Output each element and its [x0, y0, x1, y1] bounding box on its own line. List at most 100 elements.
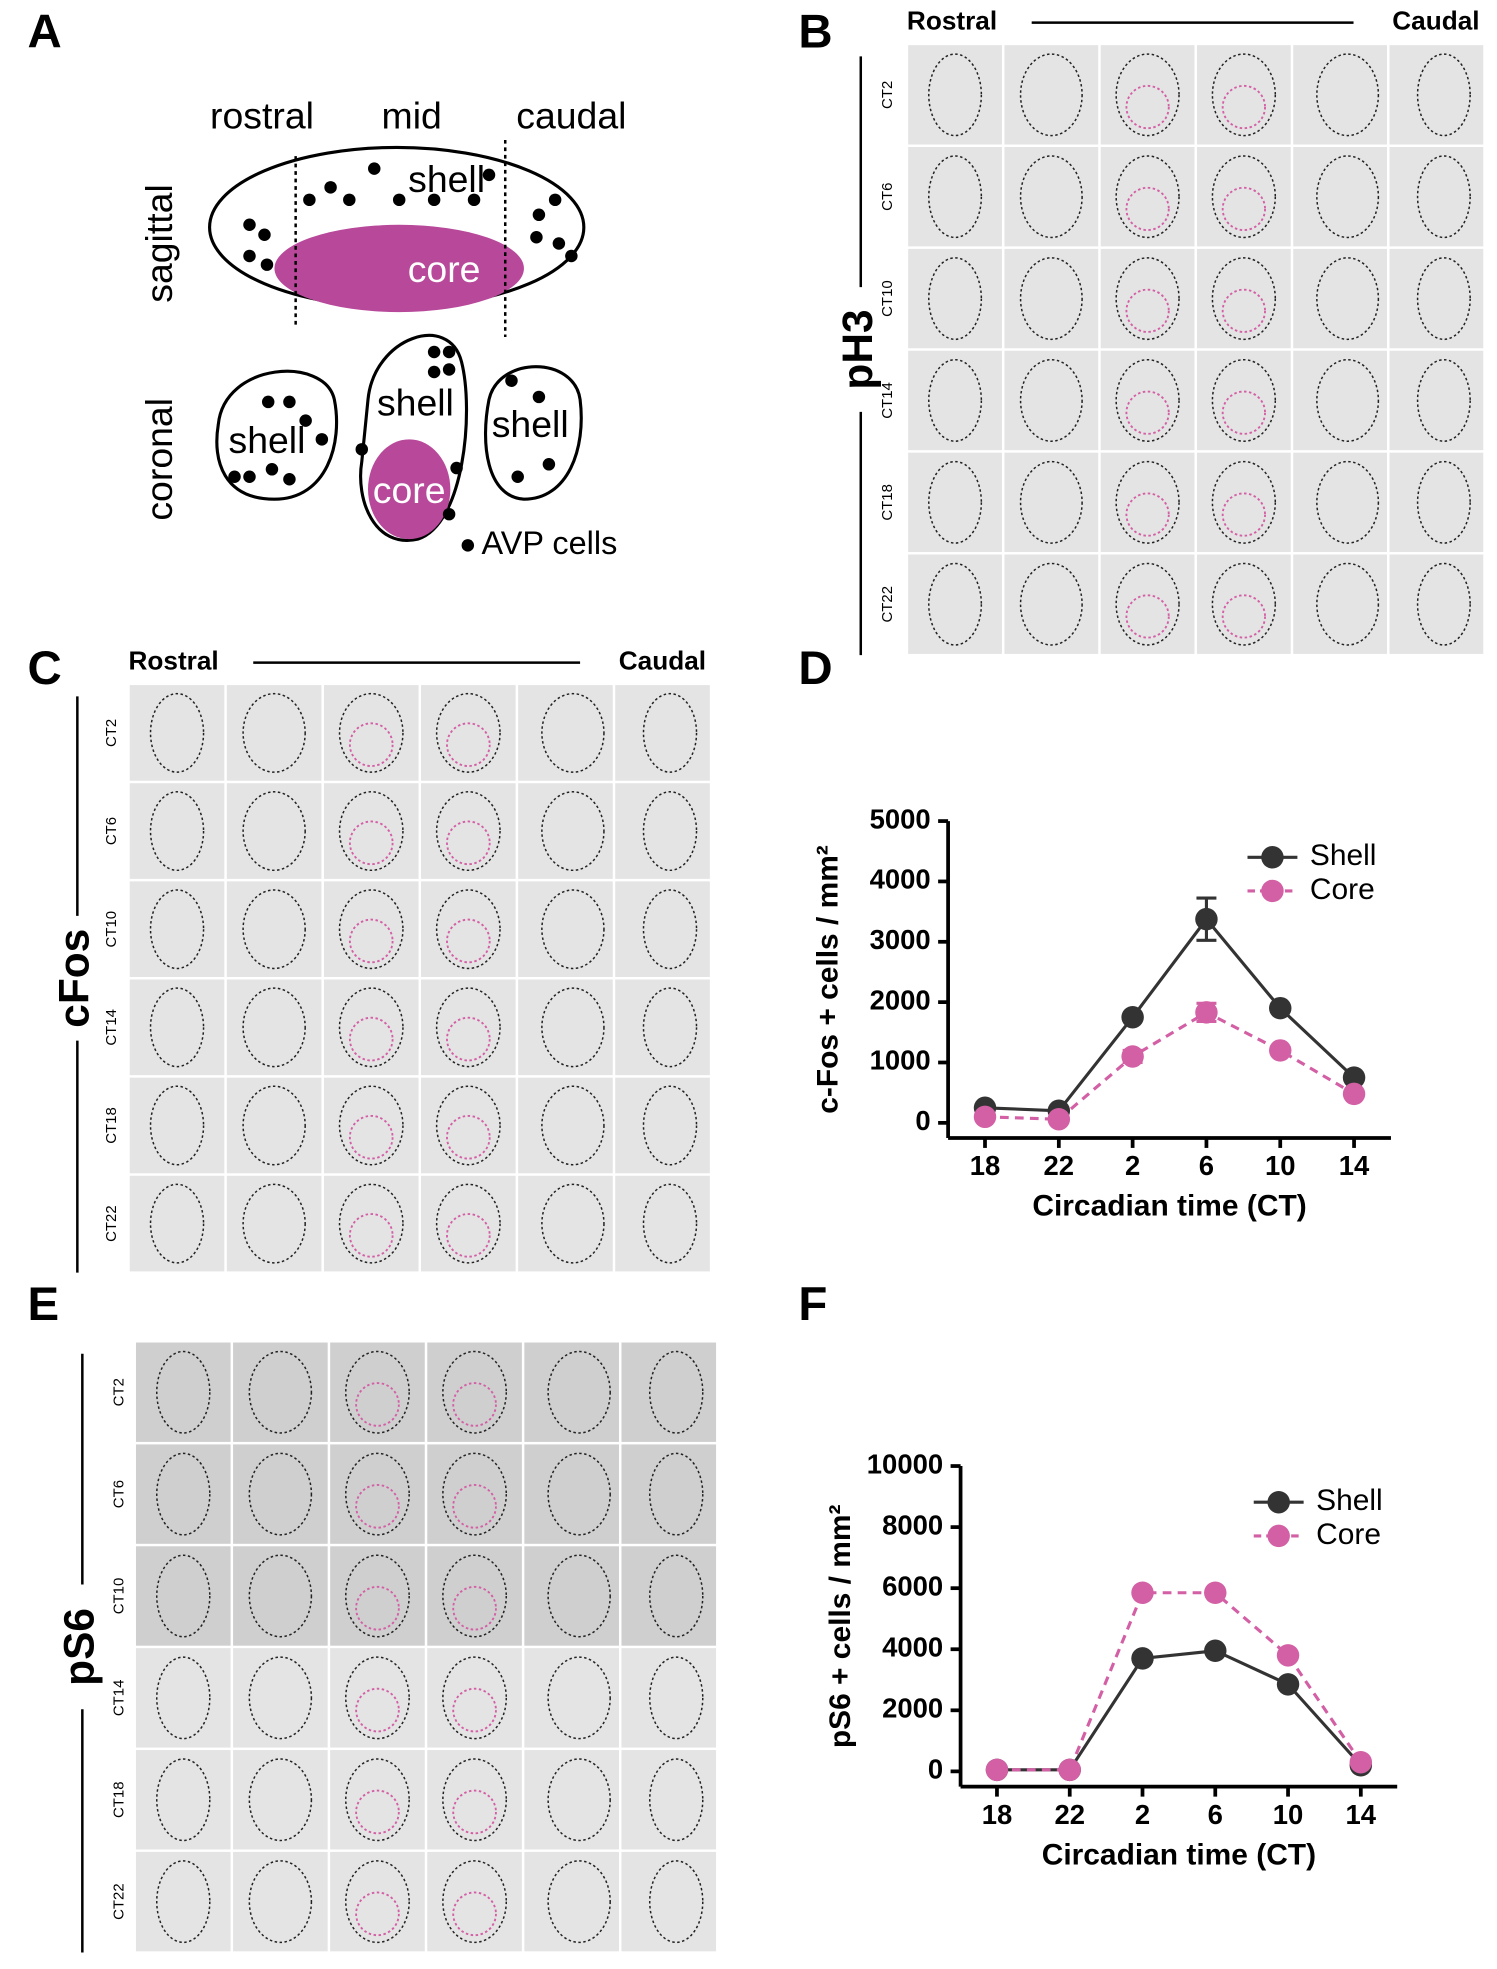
micrograph: [226, 685, 322, 781]
x-tick-label: 14: [1339, 1150, 1370, 1181]
data-point: [973, 1105, 997, 1129]
legend-marker: [1267, 1524, 1290, 1548]
scn-outline: [1115, 358, 1180, 442]
micrograph: [615, 1077, 710, 1174]
scn-outline: [1019, 460, 1083, 544]
micrograph: [135, 1648, 231, 1748]
micrograph: [1100, 452, 1195, 553]
row-label: CT10: [111, 1578, 128, 1615]
data-point: [1047, 1108, 1071, 1131]
scn-outline: [1115, 460, 1180, 544]
micrograph: [524, 1342, 619, 1442]
scn-outline: [648, 1758, 704, 1842]
micrograph: [518, 979, 613, 1076]
y-tick-label: 4000: [870, 864, 931, 895]
scn-outline: [435, 987, 501, 1068]
scn-outline: [1316, 155, 1380, 239]
scn-outline: [442, 1350, 508, 1434]
scn-outline: [242, 987, 306, 1068]
scn-outline: [1416, 155, 1471, 239]
scn-outline: [345, 1350, 410, 1434]
micrograph: [330, 1750, 425, 1850]
row-label: CT6: [879, 183, 896, 211]
micrograph: [524, 1444, 619, 1544]
scn-outline: [442, 1656, 508, 1740]
scn-outline: [1211, 53, 1277, 137]
scn-outline: [242, 1085, 306, 1166]
coronal-outline: [483, 365, 583, 501]
micrograph: [330, 1342, 425, 1442]
data-point: [985, 1758, 1009, 1782]
micrograph: [330, 1444, 425, 1544]
core-outline: [1221, 390, 1266, 435]
row-label: CT2: [111, 1378, 128, 1406]
core-label: core: [408, 248, 481, 290]
x-tick-label: 6: [1208, 1799, 1223, 1830]
core-outline: [1125, 186, 1170, 232]
header-start: Rostral: [128, 646, 218, 676]
scn-outline: [156, 1860, 211, 1944]
row-label: CT18: [879, 484, 896, 521]
header-end: Caudal: [1392, 6, 1479, 36]
series-line: [996, 1649, 1362, 1772]
scn-outline: [1316, 460, 1380, 544]
scn-outline: [1019, 257, 1083, 341]
core-outline: [446, 918, 491, 964]
micrograph: [1004, 147, 1099, 247]
core-outline: [348, 918, 394, 964]
micrograph: [524, 1546, 619, 1646]
micrograph: [1004, 45, 1099, 145]
marker-label: cFos: [51, 929, 98, 1028]
micrograph: [323, 783, 419, 879]
sagittal-core: [274, 224, 524, 313]
data-point: [1342, 1066, 1366, 1089]
scn-outline: [1115, 53, 1180, 137]
scn-outline: [248, 1656, 313, 1740]
scn-outline: [1211, 155, 1277, 239]
scn-outline: [156, 1656, 211, 1740]
series-line: [984, 916, 1356, 1113]
scn-outline: [928, 460, 983, 544]
y-tick-label: 6000: [882, 1570, 943, 1601]
data-point: [1204, 1581, 1227, 1604]
row-label: CT18: [103, 1107, 120, 1144]
shell-label: shell: [228, 419, 305, 461]
scn-outline: [338, 791, 404, 872]
core-outline: [1125, 288, 1170, 333]
micrograph: [1293, 554, 1388, 654]
core-outline: [348, 1016, 394, 1062]
y-tick-label: 1000: [870, 1045, 931, 1076]
data-point: [1276, 1673, 1300, 1696]
scn-outline: [345, 1554, 410, 1638]
scn-outline: [1019, 155, 1083, 239]
scn-outline: [642, 987, 698, 1068]
micrograph: [518, 685, 613, 781]
micrograph: [518, 881, 613, 978]
row-label: CT2: [879, 81, 896, 109]
marker-label: pS6: [56, 1608, 103, 1686]
micrograph: [323, 979, 419, 1076]
scn-outline: [1211, 460, 1277, 544]
data-point: [1195, 1001, 1218, 1024]
y-tick-label: 10000: [867, 1448, 943, 1479]
marker-label: pH3: [834, 309, 881, 389]
scn-outline: [541, 692, 605, 773]
header-end: Caudal: [619, 646, 706, 676]
core-outline: [355, 1382, 400, 1427]
scn-outline: [642, 1085, 698, 1166]
core-outline: [1125, 390, 1170, 435]
data-point: [1058, 1758, 1081, 1782]
scn-outline: [248, 1452, 313, 1536]
core-outline: [355, 1484, 400, 1529]
panel-label: C: [27, 642, 61, 695]
micrograph: [135, 1851, 231, 1952]
panel-label: B: [798, 6, 832, 59]
micrograph: [518, 1077, 613, 1174]
scn-outline: [435, 1085, 501, 1166]
diagram: rostral mid caudal sagittal coronal shel…: [138, 95, 626, 561]
data-point: [1269, 1039, 1292, 1062]
legend-marker: [1267, 1490, 1290, 1514]
scn-outline: [928, 257, 983, 341]
micrograph: [233, 1444, 328, 1544]
scn-outline: [149, 791, 205, 872]
